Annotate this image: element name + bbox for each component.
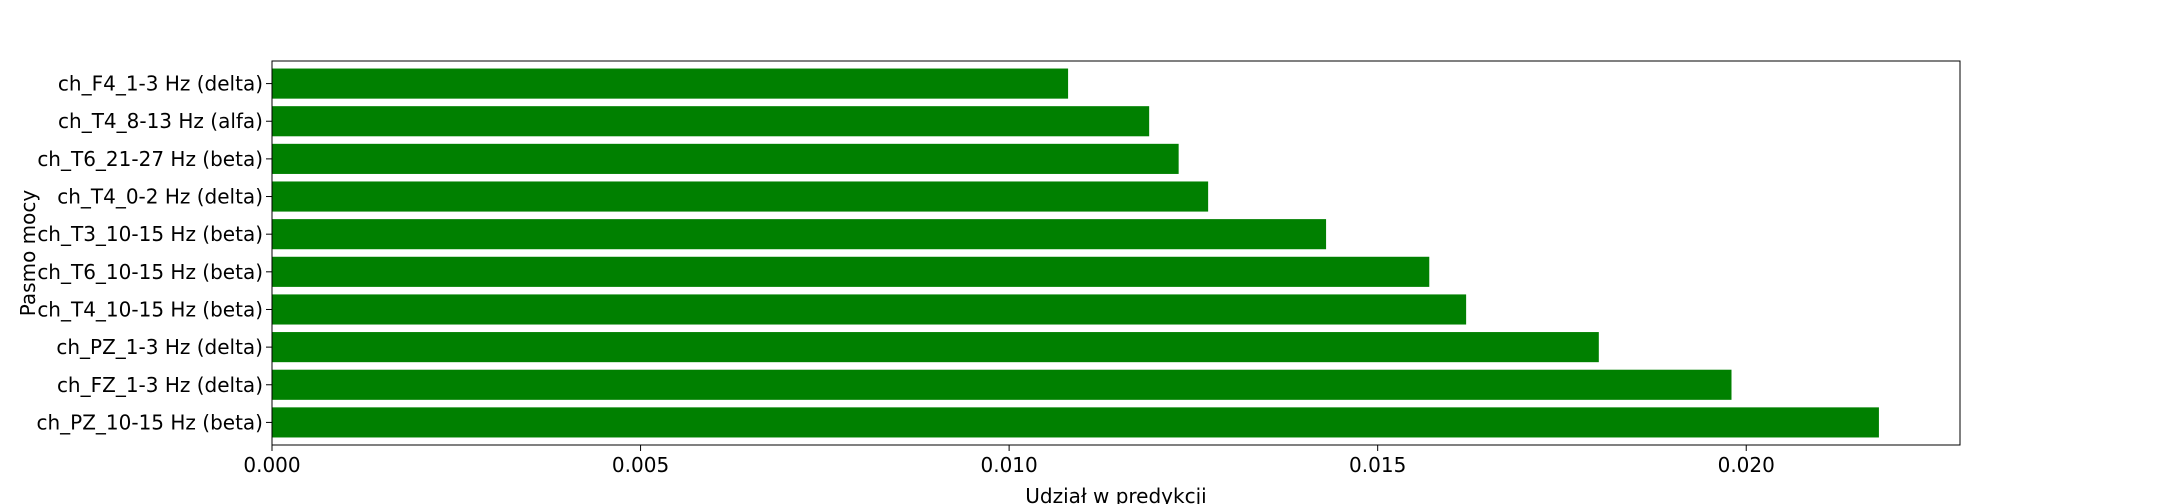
y-tick-label: ch_T4_10-15 Hz (beta)	[37, 297, 263, 321]
y-axis-label: Pasmo mocy	[16, 190, 40, 317]
plot-frame	[271, 60, 1961, 446]
bar	[272, 294, 1467, 325]
bar	[272, 332, 1599, 363]
y-tick-label: ch_F4_1-3 Hz (delta)	[58, 72, 263, 96]
bar-group	[272, 68, 1879, 438]
bar	[272, 68, 1069, 99]
x-tick-label: 0.005	[612, 453, 669, 477]
bar	[272, 407, 1879, 438]
x-axis-label: Udział w predykcji	[1025, 484, 1206, 504]
bar	[272, 219, 1327, 250]
y-tick-label: ch_T6_10-15 Hz (beta)	[37, 260, 263, 284]
bar	[272, 106, 1150, 137]
y-tick-label: ch_T3_10-15 Hz (beta)	[37, 222, 263, 246]
y-tick-label: ch_T4_0-2 Hz (delta)	[57, 185, 263, 209]
x-tick-label: 0.020	[1718, 453, 1775, 477]
x-axis: 0.000 0.005 0.010 0.015 0.020	[243, 445, 1775, 477]
bar	[272, 181, 1209, 212]
y-tick-label: ch_PZ_10-15 Hz (beta)	[36, 410, 263, 434]
bar	[272, 143, 1179, 174]
y-tick-label: ch_PZ_1-3 Hz (delta)	[56, 335, 263, 359]
y-tick-label: ch_T4_8-13 Hz (alfa)	[58, 109, 263, 133]
x-tick-label: 0.010	[980, 453, 1037, 477]
y-tick-label: ch_FZ_1-3 Hz (delta)	[57, 373, 263, 397]
bar	[272, 369, 1732, 400]
x-tick-label: 0.000	[243, 453, 300, 477]
bar	[272, 256, 1430, 287]
y-axis: ch_PZ_10-15 Hz (beta) ch_FZ_1-3 Hz (delta…	[36, 72, 272, 434]
x-tick-label: 0.015	[1349, 453, 1406, 477]
y-tick-label: ch_T6_21-27 Hz (beta)	[37, 147, 263, 171]
